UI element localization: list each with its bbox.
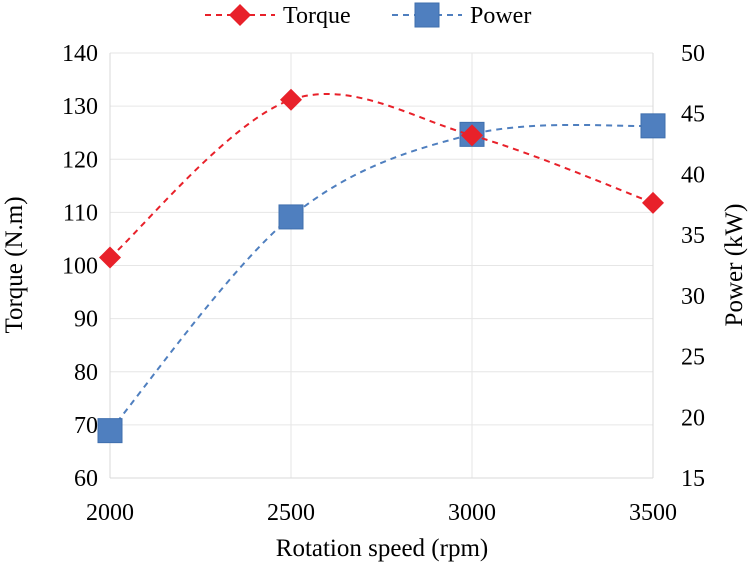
legend-label: Torque <box>283 3 351 29</box>
left-tick-label: 110 <box>63 200 98 226</box>
series-torque <box>99 88 664 269</box>
torque-marker <box>642 191 664 214</box>
x-tick-label: 2500 <box>267 500 315 526</box>
power-line <box>109 123 654 432</box>
torque-line <box>109 92 654 259</box>
left-tick-label: 70 <box>74 413 98 439</box>
x-axis-ticks: 2000 2500 3000 3500 <box>86 500 677 526</box>
legend-marker <box>229 4 251 26</box>
right-axis-ticks: 15 20 25 30 35 40 45 50 <box>681 41 705 492</box>
legend-marker <box>414 2 440 28</box>
legend-label: Power <box>470 3 531 29</box>
right-tick-label: 40 <box>681 162 705 188</box>
left-tick-label: 80 <box>74 360 98 386</box>
power-marker <box>640 113 666 139</box>
left-tick-label: 120 <box>62 147 98 173</box>
legend: Torque Power <box>205 2 531 29</box>
right-tick-label: 50 <box>681 41 705 67</box>
torque-marker <box>461 124 483 147</box>
left-axis-title: Torque (N.m) <box>1 196 28 333</box>
x-axis-title: Rotation speed (rpm) <box>276 535 488 562</box>
left-tick-label: 100 <box>62 254 98 280</box>
legend-item-torque: Torque <box>205 3 351 29</box>
power-marker <box>97 418 123 444</box>
right-tick-label: 15 <box>681 466 705 492</box>
x-tick-label: 3500 <box>629 500 677 526</box>
grid <box>109 52 654 479</box>
right-axis-title: Power (kW) <box>721 204 748 327</box>
right-tick-label: 45 <box>681 102 705 128</box>
torque-marker <box>280 88 302 111</box>
plot-series <box>97 88 666 444</box>
series-power <box>97 113 666 444</box>
torque-marker <box>99 246 121 269</box>
left-tick-label: 90 <box>74 307 98 333</box>
left-tick-label: 130 <box>62 94 98 120</box>
power-marker <box>278 204 304 230</box>
right-tick-label: 25 <box>681 345 705 371</box>
right-tick-label: 30 <box>681 284 705 310</box>
left-tick-label: 60 <box>74 466 98 492</box>
right-tick-label: 35 <box>681 223 705 249</box>
left-axis-ticks: 60 70 80 90 100 110 120 130 140 <box>62 41 98 492</box>
left-tick-label: 140 <box>62 41 98 67</box>
x-tick-label: 2000 <box>86 500 134 526</box>
x-tick-label: 3000 <box>448 500 496 526</box>
right-tick-label: 20 <box>681 405 705 431</box>
legend-item-power: Power <box>392 2 531 29</box>
